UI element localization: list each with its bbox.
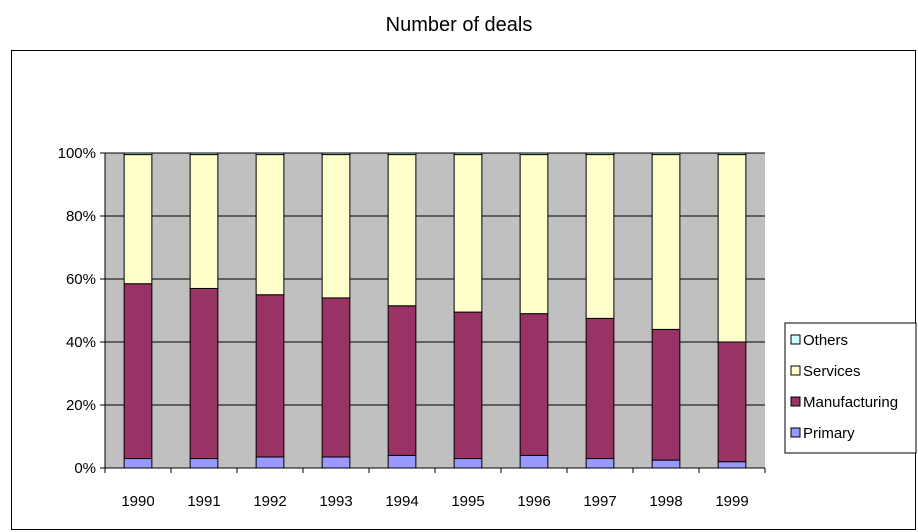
bar-others-1995 bbox=[453, 152, 483, 156]
bar-manufacturing-1993 bbox=[321, 297, 351, 458]
bar-manufacturing-1990 bbox=[123, 283, 153, 460]
y-tick-label: 20% bbox=[66, 397, 96, 414]
bar-manufacturing-1996 bbox=[519, 313, 549, 456]
bar-services-1992 bbox=[255, 154, 285, 296]
bar-services-1994 bbox=[387, 154, 417, 307]
bar-others-1999 bbox=[717, 152, 747, 156]
bar-primary-1999 bbox=[717, 461, 747, 469]
bar-services-1990 bbox=[123, 154, 153, 285]
bar-primary-1991 bbox=[189, 458, 219, 469]
bar-primary-1992 bbox=[255, 456, 285, 469]
bar-manufacturing-1994 bbox=[387, 305, 417, 456]
chart-title: Number of deals bbox=[385, 14, 533, 36]
x-tick-label: 1995 bbox=[451, 493, 484, 510]
bar-primary-1996 bbox=[519, 454, 549, 469]
legend-swatch-others bbox=[790, 334, 801, 345]
bar-manufacturing-1997 bbox=[585, 317, 615, 460]
bar-manufacturing-1992 bbox=[255, 294, 285, 458]
bar-primary-1994 bbox=[387, 454, 417, 469]
legend-swatch-services bbox=[790, 365, 801, 376]
x-tick-label: 1999 bbox=[715, 493, 748, 510]
bar-services-1999 bbox=[717, 154, 747, 343]
bar-others-1990 bbox=[123, 152, 153, 156]
bar-manufacturing-1995 bbox=[453, 311, 483, 460]
bar-manufacturing-1999 bbox=[717, 341, 747, 463]
y-tick-label: 0% bbox=[74, 460, 96, 477]
bar-primary-1995 bbox=[453, 458, 483, 469]
y-tick-label: 80% bbox=[66, 208, 96, 225]
legend-swatch-manufacturing bbox=[790, 396, 801, 407]
y-tick-label: 60% bbox=[66, 271, 96, 288]
bar-services-1991 bbox=[189, 154, 219, 289]
chart-frame bbox=[11, 50, 916, 530]
bar-services-1995 bbox=[453, 154, 483, 313]
legend-swatch-primary bbox=[790, 427, 801, 438]
bar-services-1997 bbox=[585, 154, 615, 319]
bar-others-1997 bbox=[585, 152, 615, 156]
legend-label-manufacturing: Manufacturing bbox=[803, 394, 898, 411]
bar-manufacturing-1998 bbox=[651, 328, 681, 461]
x-tick-label: 1992 bbox=[253, 493, 286, 510]
legend-label-others: Others bbox=[803, 332, 848, 349]
bar-others-1996 bbox=[519, 152, 549, 156]
bar-manufacturing-1991 bbox=[189, 287, 219, 460]
bar-others-1994 bbox=[387, 152, 417, 156]
bar-others-1998 bbox=[651, 152, 681, 156]
bar-primary-1990 bbox=[123, 458, 153, 469]
bar-others-1992 bbox=[255, 152, 285, 156]
bar-services-1993 bbox=[321, 154, 351, 299]
legend-label-services: Services bbox=[803, 363, 861, 380]
x-tick-label: 1993 bbox=[319, 493, 352, 510]
bar-others-1993 bbox=[321, 152, 351, 156]
x-tick-label: 1996 bbox=[517, 493, 550, 510]
x-tick-label: 1997 bbox=[583, 493, 616, 510]
legend-label-primary: Primary bbox=[803, 425, 855, 442]
y-tick-label: 100% bbox=[58, 145, 96, 162]
x-tick-label: 1990 bbox=[121, 493, 154, 510]
bar-primary-1993 bbox=[321, 456, 351, 469]
bar-services-1998 bbox=[651, 154, 681, 330]
legend-box bbox=[784, 322, 917, 454]
x-tick-label: 1991 bbox=[187, 493, 220, 510]
bar-services-1996 bbox=[519, 154, 549, 315]
x-tick-label: 1998 bbox=[649, 493, 682, 510]
y-tick-label: 40% bbox=[66, 334, 96, 351]
bar-others-1991 bbox=[189, 152, 219, 156]
bar-primary-1998 bbox=[651, 459, 681, 469]
bar-primary-1997 bbox=[585, 458, 615, 469]
x-tick-label: 1994 bbox=[385, 493, 418, 510]
